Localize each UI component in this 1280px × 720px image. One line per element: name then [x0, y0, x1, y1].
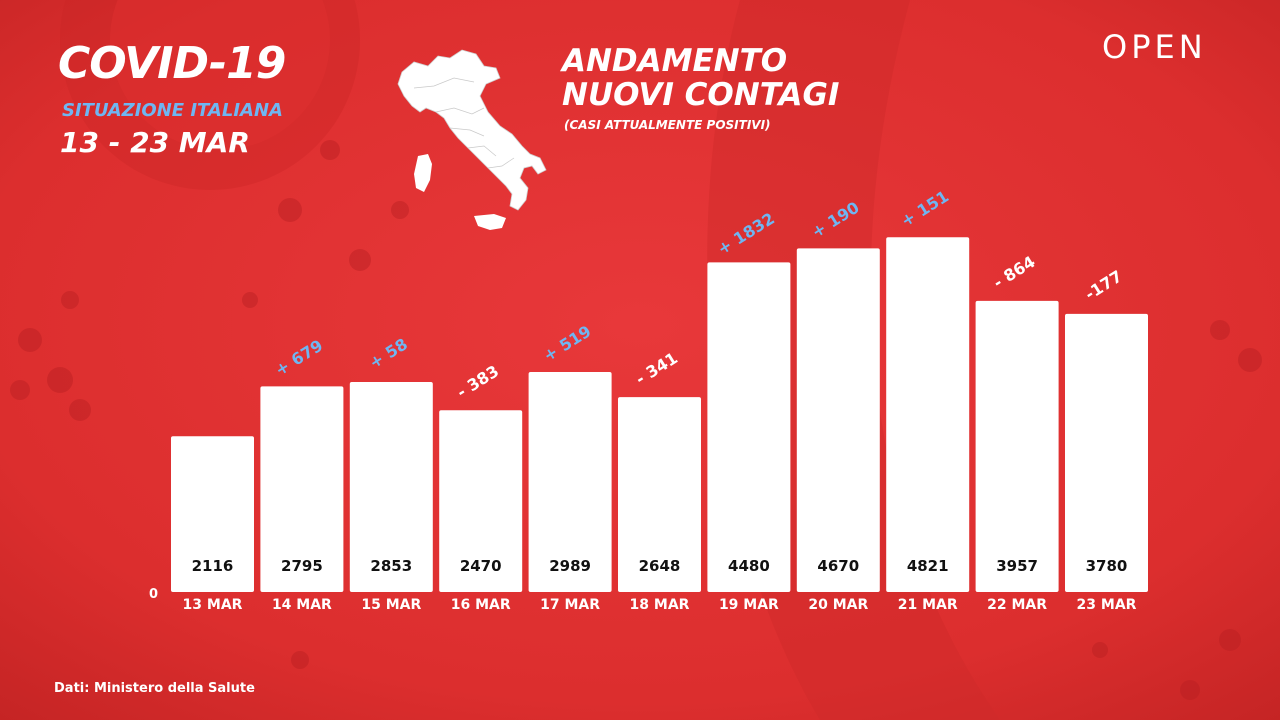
- x-tick-label: 19 MAR: [719, 597, 779, 613]
- chart-subtitle: (CASI ATTUALMENTE POSITIVI): [564, 118, 771, 132]
- x-tick-label: 22 MAR: [987, 597, 1047, 613]
- delta-label: -177: [1082, 267, 1126, 304]
- date-range: 13 - 23 MAR: [60, 126, 250, 159]
- page-title: COVID-19: [58, 38, 286, 89]
- bar-value-label: 3957: [996, 557, 1038, 575]
- page-subtitle: SITUAZIONE ITALIANA: [62, 100, 283, 121]
- delta-label: + 679: [272, 336, 326, 380]
- delta-label: - 383: [453, 361, 502, 401]
- bar-value-label: 2795: [281, 557, 323, 575]
- bar: [618, 397, 701, 592]
- bar-value-label: 2648: [639, 557, 681, 575]
- x-tick-label: 18 MAR: [630, 597, 690, 613]
- x-tick-label: 14 MAR: [272, 597, 332, 613]
- y-axis-zero-label: 0: [149, 587, 158, 602]
- x-tick-label: 20 MAR: [808, 597, 868, 613]
- delta-label: - 864: [990, 252, 1039, 292]
- bar-value-label: 4480: [728, 557, 770, 575]
- delta-label: - 341: [632, 348, 681, 388]
- x-tick-label: 13 MAR: [183, 597, 243, 613]
- bar-value-label: 2989: [549, 557, 591, 575]
- bar: [796, 248, 880, 592]
- bar-value-label: 2853: [370, 557, 412, 575]
- brand-logo: OPEN: [1102, 28, 1207, 66]
- bar-value-label: 4670: [817, 557, 859, 575]
- x-tick-label: 21 MAR: [898, 597, 958, 613]
- italy-map-icon: [397, 49, 547, 230]
- bar: [349, 382, 433, 592]
- bar: [528, 372, 612, 592]
- chart-title-line2: NUOVI CONTAGI: [562, 77, 840, 113]
- bar-value-label: 2116: [192, 557, 234, 575]
- x-tick-label: 16 MAR: [451, 597, 511, 613]
- chart-title-line1: ANDAMENTO: [562, 43, 788, 79]
- delta-label: + 519: [540, 321, 594, 365]
- bar: [1065, 313, 1148, 592]
- bar: [707, 262, 791, 592]
- bar: [171, 436, 254, 592]
- delta-label: + 190: [808, 198, 862, 242]
- bar: [886, 237, 970, 592]
- delta-label: + 1832: [714, 209, 778, 259]
- bar: [975, 300, 1059, 592]
- x-tick-label: 17 MAR: [540, 597, 600, 613]
- bar-value-label: 4821: [907, 557, 949, 575]
- delta-label: + 151: [898, 187, 952, 231]
- x-tick-label: 23 MAR: [1077, 597, 1137, 613]
- delta-label: + 58: [366, 334, 411, 372]
- bar: [439, 410, 523, 592]
- bar: [260, 386, 344, 592]
- bar-value-label: 2470: [460, 557, 502, 575]
- bar-value-label: 3780: [1086, 557, 1128, 575]
- source-note: Dati: Ministero della Salute: [54, 681, 255, 696]
- x-tick-label: 15 MAR: [361, 597, 421, 613]
